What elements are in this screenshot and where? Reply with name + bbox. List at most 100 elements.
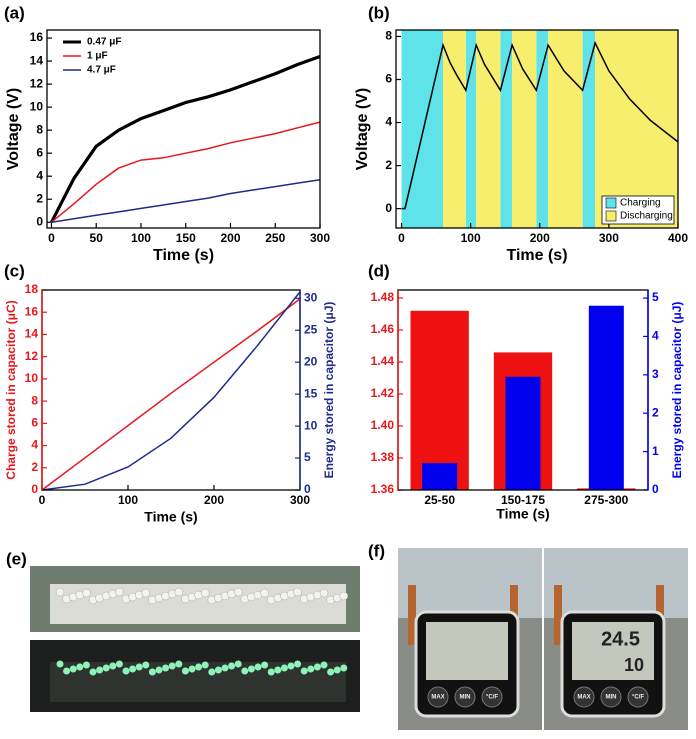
photo-led-glow [122,667,130,675]
y-tick-label: 0 [31,482,38,496]
x-tick-label: 150 [176,231,196,245]
photo-electrode [554,585,562,645]
y-tick-label: 1.40 [371,418,395,432]
photo-bench [544,548,688,618]
photo-led-glow [168,662,176,670]
meter-button [600,686,622,708]
x-axis-label: Time (s) [496,506,549,522]
y2-tick-label: 15 [304,386,318,400]
y-tick-label: 2 [36,191,43,205]
legend-swatch [605,210,617,222]
y2-tick-label: 5 [652,290,659,304]
y-tick-label: 6 [36,145,43,159]
photo-led-glow [148,668,156,676]
meter-button-label: MAX [431,695,444,701]
bar [422,463,458,490]
photo-f: 24.5 10 MAX MIN °C/F [544,548,688,730]
y2-axis-label: Energy stored in capacitor (μJ) [670,302,684,479]
photo-led-glow [175,660,183,668]
x-tick-label: 0 [398,231,405,245]
photo-led-glow [300,667,308,675]
photo-led-glow [267,668,275,676]
photo-led-off [141,588,151,598]
y-tick-label: 4 [36,168,43,182]
photo-led-glow [109,662,117,670]
meter-screen [572,622,654,680]
bar [588,305,624,490]
photo-f: MAX MIN °C/F [398,548,542,730]
x-tick-label: 300 [310,231,330,245]
legend-label: Charging [620,198,661,209]
y2-tick-label: 20 [304,354,318,368]
photo-led-off [82,588,91,598]
photo-led-off [319,588,329,598]
y2-tick-label: 2 [652,405,659,419]
y2-tick-label: 0 [652,482,659,496]
meter-button-label: °C/F [486,695,498,701]
bar [505,376,541,490]
y-tick-label: 2 [385,158,392,172]
y-tick-label: 18 [25,282,39,296]
x-tick-label: 250 [265,231,285,245]
photo-led-glow [69,665,77,673]
y2-tick-label: 3 [652,367,659,381]
data-line [51,178,321,223]
x-tick-label: 150-175 [501,493,545,507]
photo-led-glow [254,663,262,671]
photo-led-glow [102,664,110,672]
y2-tick-label: 10 [304,418,318,432]
panel-label: (c) [4,261,25,280]
x-tick-label: 100 [131,231,151,245]
x-axis-label: Time (s) [144,509,197,525]
shaded-band [582,30,596,228]
y-tick-label: 4 [31,438,38,452]
photo-led-glow [129,665,137,673]
y-axis-label: Charge stored in capacitor (μC) [4,300,18,479]
photo-led-glow [63,667,71,675]
y-tick-label: 1.42 [371,386,395,400]
photo-led-glow [287,662,295,670]
legend-swatch [605,197,617,209]
meter-button [627,686,649,708]
meter-reading: 10 [624,655,644,675]
legend-label: Discharging [620,211,673,222]
photo-led-glow [221,664,229,672]
meter-screen [426,622,508,680]
panel-label: (f) [368,541,385,560]
y-tick-label: 4 [385,115,392,129]
panel-label: (a) [4,3,25,22]
photo-led-glow [181,667,189,675]
photo-led-glow [115,660,123,668]
photo-led-off [55,587,65,597]
photo-led-glow [228,662,236,670]
photo-led-off [200,588,210,598]
photo-led-glow [155,666,163,674]
shaded-band [536,30,549,228]
photo-led-glow [234,660,242,668]
data-line [41,291,301,491]
y-tick-label: 12 [30,76,44,90]
y2-tick-label: 4 [652,329,659,343]
data-line [50,54,321,223]
y-tick-label: 16 [25,304,39,318]
photo-led-glow [327,668,335,676]
photo-led-glow [340,664,348,672]
data-line [401,40,679,210]
y-tick-label: 0 [36,214,43,228]
legend-label: 0.47 μF [87,37,121,48]
x-tick-label: 0 [39,493,46,507]
y-tick-label: 8 [385,29,392,43]
photo-led-glow [135,663,143,671]
x-tick-label: 400 [668,231,688,245]
photo-led-glow [82,661,90,669]
x-tick-label: 300 [290,493,310,507]
photo-led-off [260,588,269,598]
shaded-band [595,30,678,228]
photo-led-glow [201,661,209,669]
x-tick-label: 100 [461,231,481,245]
photo-led-glow [195,663,203,671]
y-tick-label: 10 [30,99,44,113]
legend-label: 4.7 μF [87,65,116,76]
y2-tick-label: 1 [652,444,659,458]
